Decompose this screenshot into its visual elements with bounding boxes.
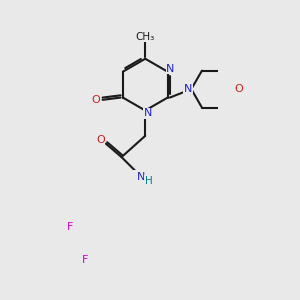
Text: O: O: [235, 84, 244, 94]
Text: N: N: [184, 84, 192, 94]
Text: F: F: [67, 223, 73, 232]
Text: O: O: [91, 95, 100, 105]
Text: O: O: [96, 135, 105, 145]
Text: N: N: [136, 172, 145, 182]
Text: N: N: [166, 64, 175, 74]
Text: H: H: [145, 176, 152, 186]
Text: F: F: [82, 255, 88, 265]
Text: CH₃: CH₃: [136, 32, 155, 42]
Text: N: N: [144, 108, 152, 118]
